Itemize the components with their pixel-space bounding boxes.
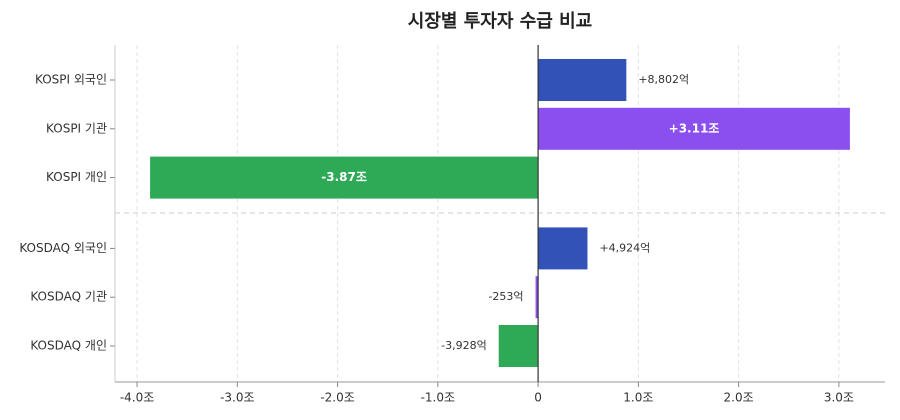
x-tick-label: 3.0조 (824, 391, 854, 405)
x-tick-label: -3.0조 (220, 391, 254, 405)
value-label: +8,802억 (638, 73, 689, 86)
bar (150, 156, 539, 199)
y-tick-label: KOSDAQ 기관 (30, 290, 107, 304)
x-tick-label: 0 (534, 391, 542, 405)
bar (535, 276, 539, 319)
bar (538, 107, 850, 150)
y-tick-label: KOSPI 기관 (46, 121, 107, 135)
bar (538, 59, 627, 101)
value-label: +4,924억 (599, 241, 650, 254)
x-tick-label: 2.0조 (724, 391, 754, 405)
chart-title: 시장별 투자자 수급 비교 (408, 11, 592, 32)
y-tick-label: KOSPI 외국인 (35, 73, 107, 87)
value-label: -3,928억 (441, 339, 487, 352)
value-label: -253억 (488, 290, 523, 303)
value-label: -3.87조 (321, 170, 367, 184)
x-tick-label: -1.0조 (421, 391, 455, 405)
y-tick-label: KOSDAQ 개인 (30, 339, 107, 353)
y-tick-label: KOSDAQ 외국인 (19, 241, 107, 255)
value-label: +3.11조 (669, 121, 720, 135)
x-tick-label: -2.0조 (320, 391, 354, 405)
bar (538, 227, 588, 270)
x-tick-label: -4.0조 (120, 391, 154, 405)
x-tick-label: 1.0조 (623, 391, 653, 405)
bar (498, 325, 539, 367)
y-tick-label: KOSPI 개인 (46, 170, 107, 184)
